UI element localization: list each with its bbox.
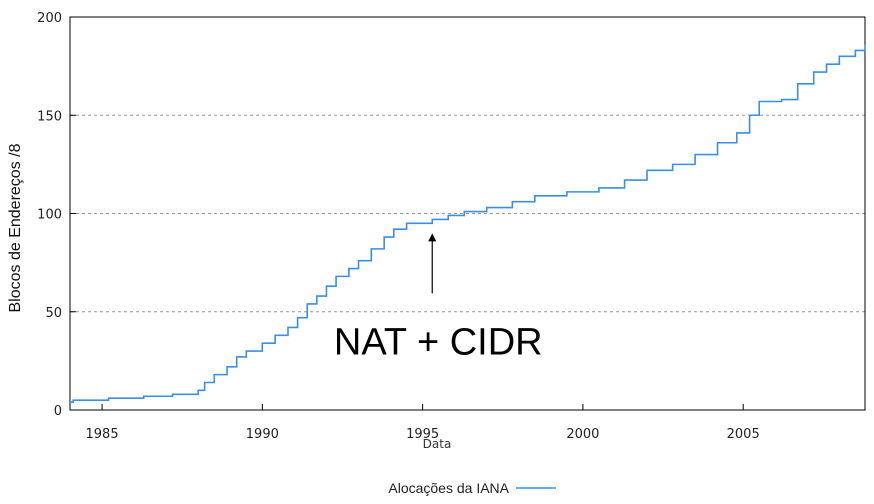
x-axis-ticks: 1985 1990 1995 2000 2005 xyxy=(86,404,760,442)
y-axis-ticks: 0 50 100 150 200 xyxy=(37,11,76,419)
x-tick-label: 1995 xyxy=(406,427,439,442)
gridlines xyxy=(70,114,865,313)
x-tick-label: 1990 xyxy=(246,427,279,442)
annotation: NAT + CIDR xyxy=(334,233,543,363)
legend: Alocações da IANA xyxy=(388,480,556,496)
y-tick-label: 200 xyxy=(37,11,62,26)
legend-label: Alocações da IANA xyxy=(388,480,509,496)
series-line-alocacoes-iana xyxy=(70,44,866,403)
y-tick-label: 0 xyxy=(54,404,62,419)
y-tick-label: 100 xyxy=(37,208,62,223)
annotation-label: NAT + CIDR xyxy=(334,321,543,363)
x-tick-label: 2000 xyxy=(566,427,599,442)
x-tick-label: 1985 xyxy=(86,427,119,442)
x-axis-title: Data xyxy=(423,437,452,451)
y-tick-label: 150 xyxy=(37,109,62,124)
y-tick-label: 50 xyxy=(45,306,62,321)
y-axis-title: Blocos de Endereços /8 xyxy=(7,143,24,312)
x-tick-label: 2005 xyxy=(727,427,760,442)
annotation-arrowhead xyxy=(428,233,437,242)
